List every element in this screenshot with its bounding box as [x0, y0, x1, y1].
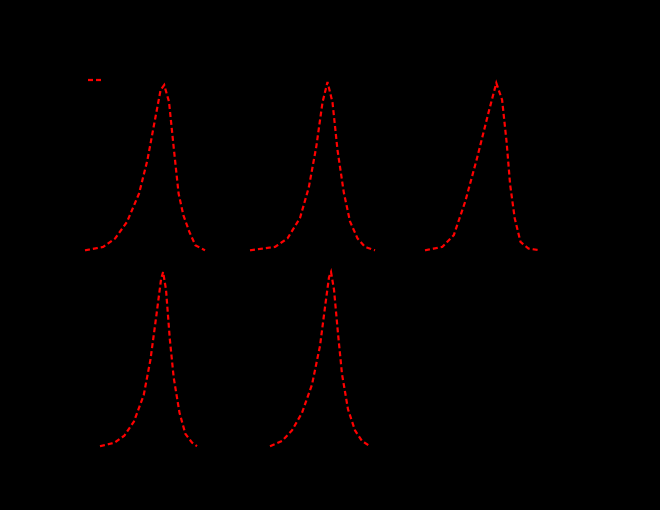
panel-1-curve — [84, 82, 206, 252]
panel-2-curve — [249, 81, 376, 252]
panel-3-curve — [424, 79, 541, 252]
panels — [84, 79, 541, 448]
panel-4-curve — [99, 271, 198, 448]
